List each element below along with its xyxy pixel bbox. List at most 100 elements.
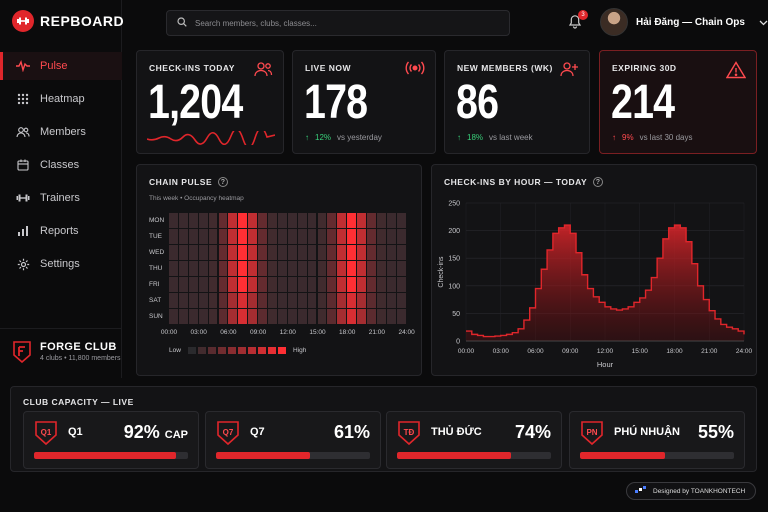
sidebar-item-reports[interactable]: Reports <box>0 217 122 245</box>
heatmap-cell[interactable] <box>386 293 396 308</box>
heatmap-cell[interactable] <box>198 293 208 308</box>
heatmap-cell[interactable] <box>277 277 287 292</box>
heatmap-cell[interactable] <box>178 245 188 260</box>
heatmap-cell[interactable] <box>307 293 317 308</box>
heatmap-cell[interactable] <box>327 229 337 244</box>
heatmap-cell[interactable] <box>198 245 208 260</box>
designer-credit[interactable]: Designed by TOANKHONTECH <box>626 482 756 500</box>
stat-card-new-members[interactable]: NEW MEMBERS (WK) 86 ↑ 18% vs last week <box>444 50 590 154</box>
heatmap-cell[interactable] <box>327 293 337 308</box>
heatmap-cell[interactable] <box>376 213 386 228</box>
heatmap-cell[interactable] <box>347 293 357 308</box>
heatmap-cell[interactable] <box>396 213 406 228</box>
heatmap-cell[interactable] <box>188 213 198 228</box>
heatmap-cell[interactable] <box>347 309 357 324</box>
heatmap-cell[interactable] <box>337 277 347 292</box>
heatmap-cell[interactable] <box>178 277 188 292</box>
heatmap-cell[interactable] <box>347 229 357 244</box>
heatmap-cell[interactable] <box>297 261 307 276</box>
heatmap-cell[interactable] <box>357 229 366 244</box>
heatmap-cell[interactable] <box>376 245 386 260</box>
heatmap-cell[interactable] <box>277 213 287 228</box>
sidebar-item-heatmap[interactable]: Heatmap <box>0 85 122 113</box>
heatmap-cell[interactable] <box>248 293 258 308</box>
club-capacity-card[interactable]: PN PHÚ NHUẬN 55% <box>569 411 745 469</box>
heatmap-cell[interactable] <box>248 213 258 228</box>
heatmap-cell[interactable] <box>367 213 376 228</box>
heatmap-cell[interactable] <box>178 229 188 244</box>
heatmap-cell[interactable] <box>376 309 386 324</box>
heatmap-cell[interactable] <box>297 277 307 292</box>
heatmap-cell[interactable] <box>258 293 267 308</box>
heatmap-cell[interactable] <box>396 293 406 308</box>
heatmap-cell[interactable] <box>218 277 228 292</box>
heatmap-cell[interactable] <box>238 213 248 228</box>
heatmap-cell[interactable] <box>198 261 208 276</box>
heatmap-cell[interactable] <box>188 293 198 308</box>
heatmap-cell[interactable] <box>347 261 357 276</box>
heatmap-cell[interactable] <box>347 277 357 292</box>
heatmap-cell[interactable] <box>297 229 307 244</box>
heatmap-cell[interactable] <box>357 213 366 228</box>
heatmap-cell[interactable] <box>208 309 218 324</box>
heatmap-cell[interactable] <box>178 213 188 228</box>
heatmap-cell[interactable] <box>337 229 347 244</box>
heatmap-cell[interactable] <box>396 309 406 324</box>
heatmap-cell[interactable] <box>357 277 366 292</box>
heatmap-cell[interactable] <box>238 309 248 324</box>
heatmap-cell[interactable] <box>169 293 178 308</box>
heatmap-cell[interactable] <box>376 293 386 308</box>
heatmap-cell[interactable] <box>198 229 208 244</box>
heatmap-cell[interactable] <box>178 309 188 324</box>
heatmap-cell[interactable] <box>337 309 347 324</box>
heatmap-cell[interactable] <box>228 261 238 276</box>
heatmap-cell[interactable] <box>188 261 198 276</box>
heatmap-cell[interactable] <box>357 293 366 308</box>
heatmap-cell[interactable] <box>327 309 337 324</box>
heatmap-cell[interactable] <box>386 245 396 260</box>
heatmap-cell[interactable] <box>376 261 386 276</box>
heatmap-cell[interactable] <box>248 261 258 276</box>
heatmap-cell[interactable] <box>169 229 178 244</box>
heatmap-cell[interactable] <box>258 213 267 228</box>
club-capacity-card[interactable]: Q7 Q7 61% <box>205 411 381 469</box>
heatmap-cell[interactable] <box>258 229 267 244</box>
heatmap-cell[interactable] <box>337 261 347 276</box>
heatmap-cell[interactable] <box>297 293 307 308</box>
heatmap-cell[interactable] <box>238 245 248 260</box>
sidebar-item-classes[interactable]: Classes <box>0 151 122 179</box>
heatmap-cell[interactable] <box>287 261 297 276</box>
heatmap-cell[interactable] <box>188 229 198 244</box>
stat-card-expiring[interactable]: EXPIRING 30D 214 ↑ 9% vs last 30 days <box>599 50 757 154</box>
heatmap-cell[interactable] <box>228 277 238 292</box>
heatmap-cell[interactable] <box>317 293 327 308</box>
heatmap-cell[interactable] <box>208 245 218 260</box>
heatmap-cell[interactable] <box>218 229 228 244</box>
heatmap-cell[interactable] <box>169 277 178 292</box>
heatmap-cell[interactable] <box>367 229 376 244</box>
heatmap-cell[interactable] <box>198 309 208 324</box>
heatmap-cell[interactable] <box>297 245 307 260</box>
club-capacity-card[interactable]: TĐ THỦ ĐỨC 74% <box>386 411 562 469</box>
heatmap-cell[interactable] <box>317 213 327 228</box>
heatmap-cell[interactable] <box>169 309 178 324</box>
heatmap-cell[interactable] <box>376 277 386 292</box>
heatmap-cell[interactable] <box>198 277 208 292</box>
heatmap-cell[interactable] <box>258 245 267 260</box>
heatmap-cell[interactable] <box>258 309 267 324</box>
heatmap-cell[interactable] <box>396 245 406 260</box>
heatmap-cell[interactable] <box>287 229 297 244</box>
heatmap-cell[interactable] <box>357 261 366 276</box>
heatmap-cell[interactable] <box>178 261 188 276</box>
heatmap-cell[interactable] <box>268 261 277 276</box>
heatmap-cell[interactable] <box>357 309 366 324</box>
heatmap-cell[interactable] <box>386 213 396 228</box>
heatmap-cell[interactable] <box>307 245 317 260</box>
sidebar-item-members[interactable]: Members <box>0 118 122 146</box>
search-input[interactable] <box>195 18 495 28</box>
sidebar-item-pulse[interactable]: Pulse <box>0 52 122 80</box>
heatmap-cell[interactable] <box>376 229 386 244</box>
heatmap-cell[interactable] <box>396 261 406 276</box>
heatmap-cell[interactable] <box>287 245 297 260</box>
heatmap-cell[interactable] <box>228 245 238 260</box>
